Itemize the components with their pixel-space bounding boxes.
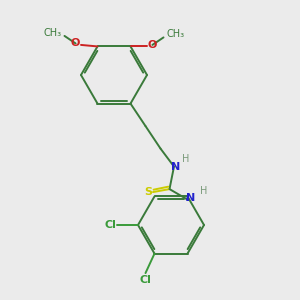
Text: O: O — [148, 40, 157, 50]
Text: H: H — [182, 154, 190, 164]
Text: CH₃: CH₃ — [44, 28, 62, 38]
Text: O: O — [71, 38, 80, 48]
Text: N: N — [171, 162, 180, 172]
Text: Cl: Cl — [140, 275, 152, 285]
Text: N: N — [186, 193, 195, 203]
Text: S: S — [145, 187, 152, 197]
Text: Cl: Cl — [104, 220, 116, 230]
Text: H: H — [200, 186, 208, 196]
Text: CH₃: CH₃ — [167, 29, 184, 39]
